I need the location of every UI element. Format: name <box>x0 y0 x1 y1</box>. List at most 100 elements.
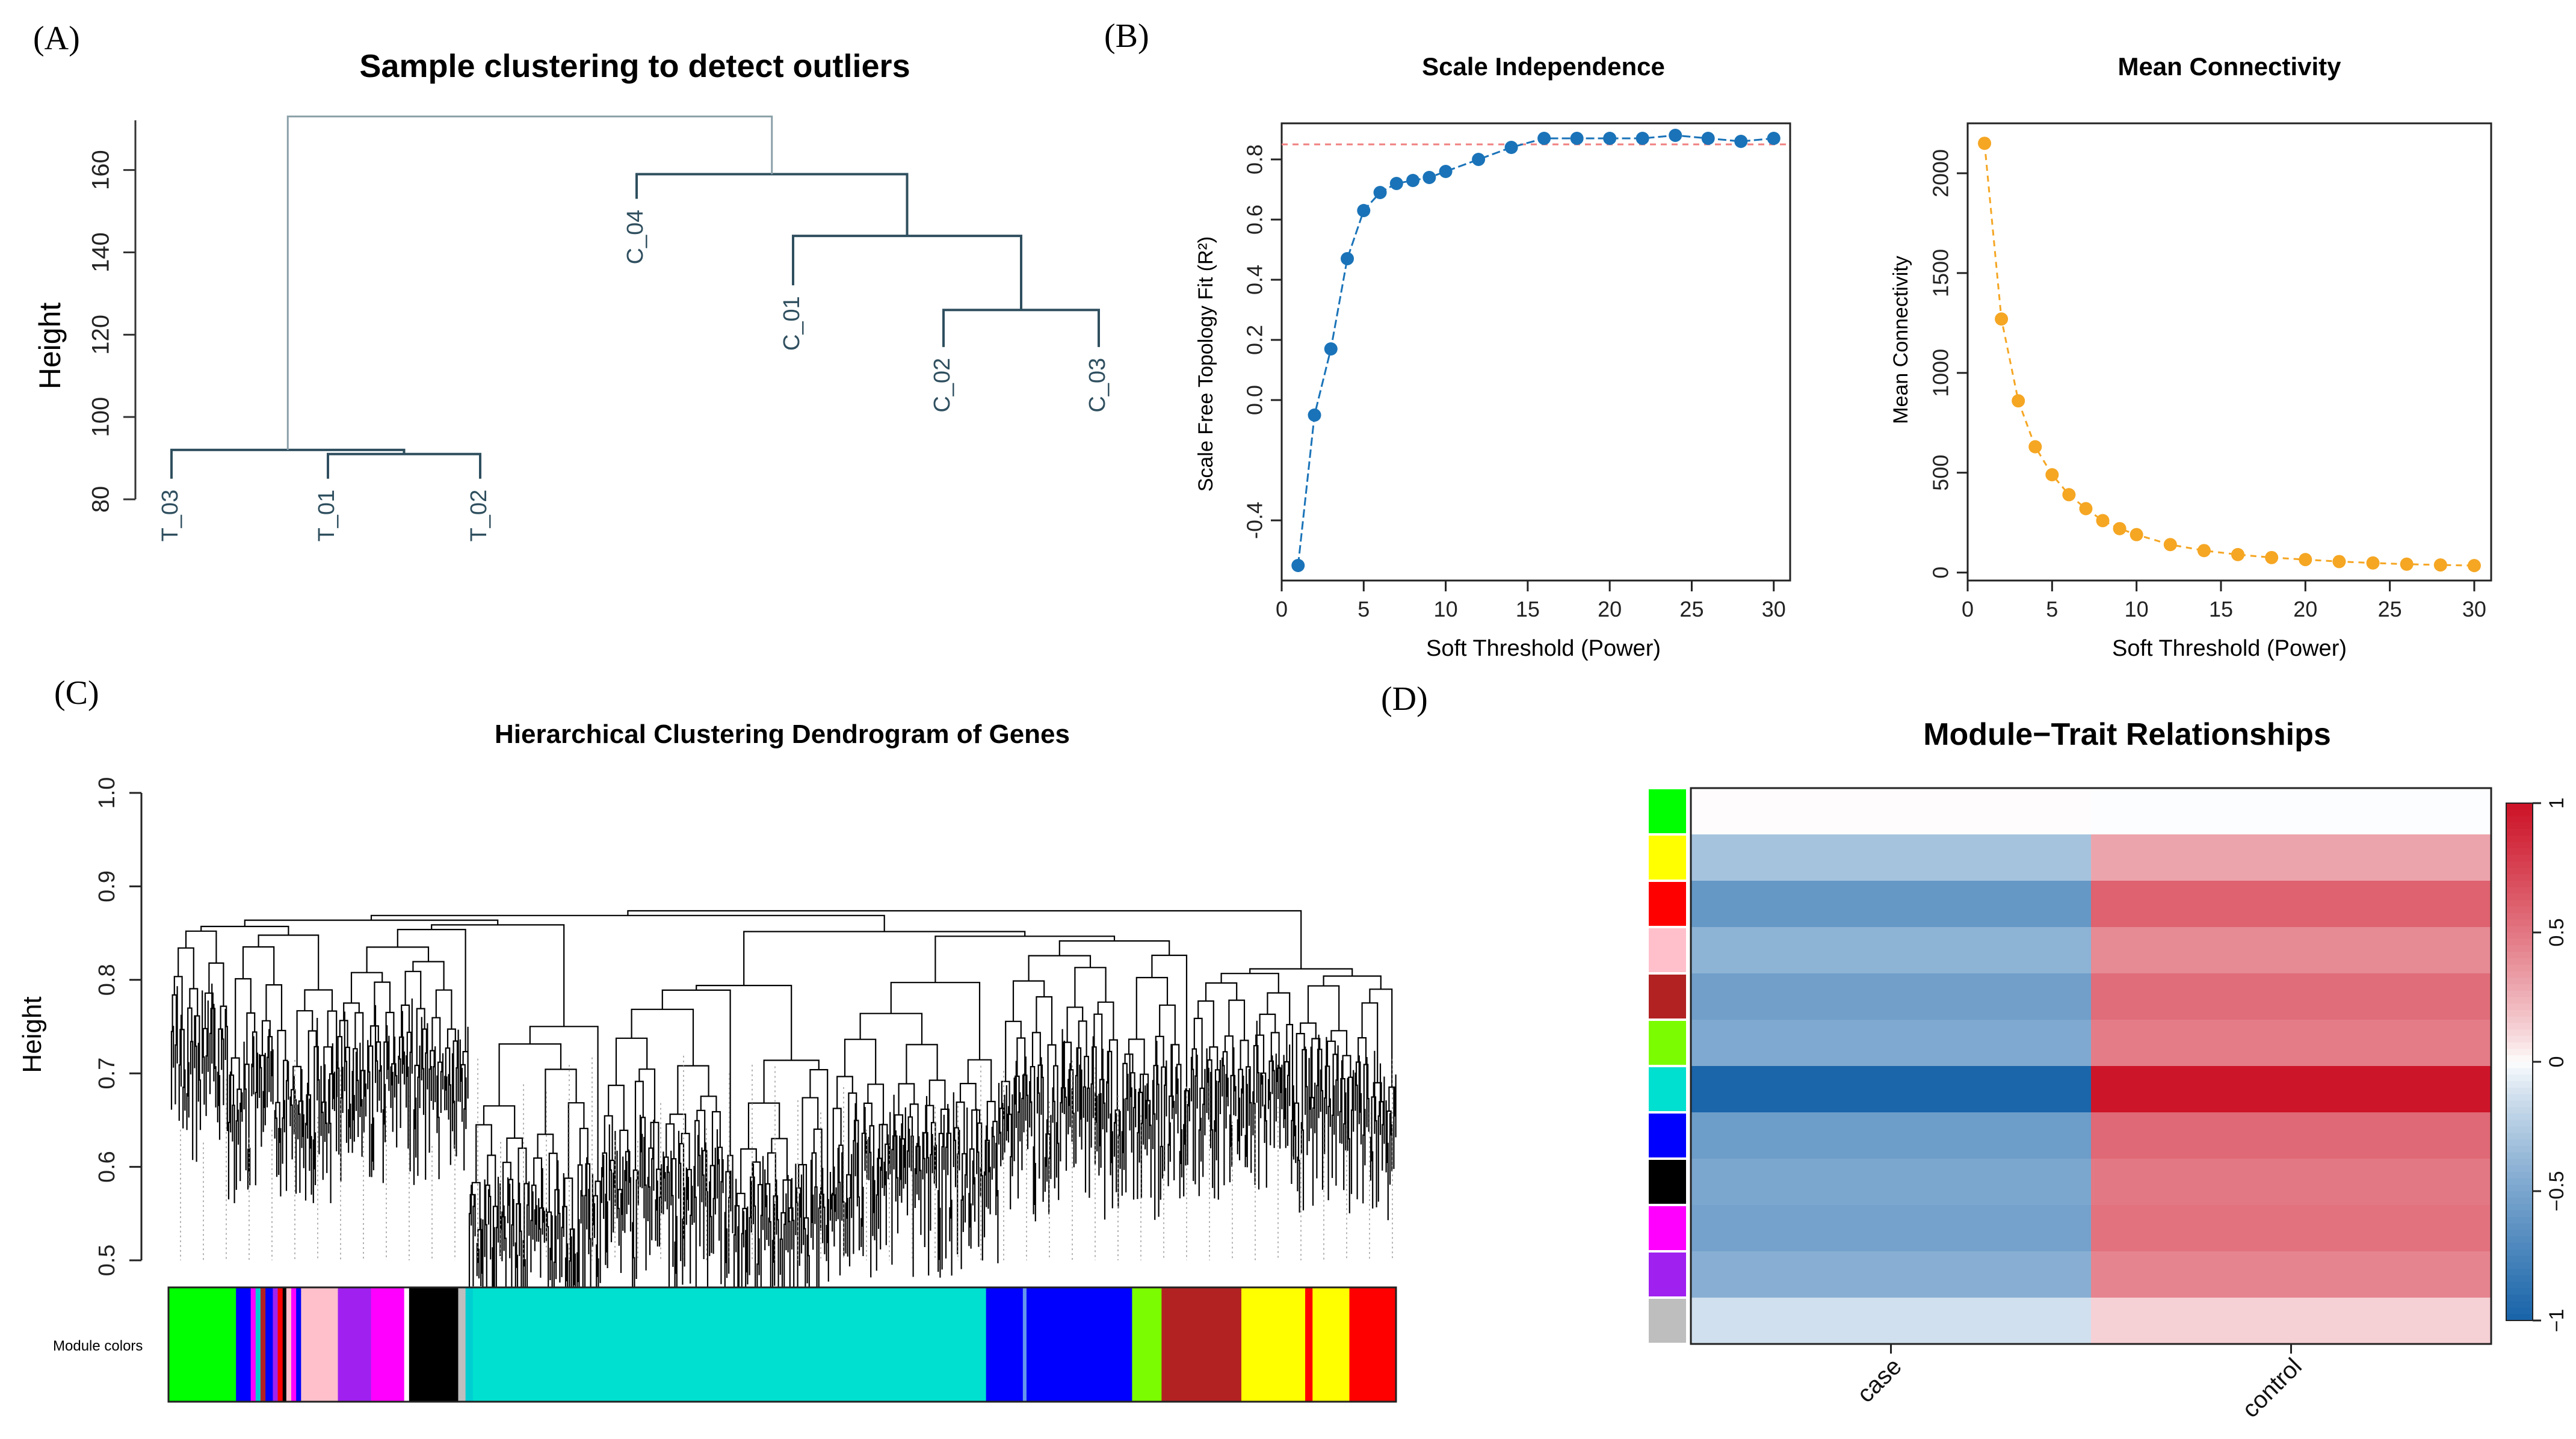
panel-b2-title: Mean Connectivity <box>2117 52 2341 81</box>
panel-d-scale-band <box>2506 1107 2533 1114</box>
panel-d-scale-band <box>2506 1262 2533 1269</box>
panel-d-heatmap-cell <box>2091 834 2491 881</box>
panel-c-module-color-block <box>472 1287 987 1402</box>
panel-b2-point <box>2467 559 2481 573</box>
panel-d-row-color-swatch <box>1649 1206 1686 1250</box>
panel-b1-ytick-label: 0.0 <box>1243 385 1267 415</box>
panel-c-module-color-block <box>286 1287 292 1402</box>
panel-c-title: Hierarchical Clustering Dendrogram of Ge… <box>495 720 1070 749</box>
panel-a-y-axis: 80 100 120 140 160 <box>88 120 137 513</box>
panel-b2-point <box>2130 528 2143 541</box>
panel-b1-ytick-label: 0.6 <box>1243 205 1267 235</box>
panel-a-sample-dendrogram: Sample clustering to detect outliers Hei… <box>33 48 1110 541</box>
panel-b1-point <box>1324 342 1338 356</box>
panel-d-scale-band <box>2506 997 2533 1005</box>
panel-d-scale-band <box>2506 1217 2533 1224</box>
panel-b1-point <box>1472 153 1486 166</box>
panel-b2-plot: 0 5 10 15 20 25 30 0 500 1000 1500 2000 <box>1929 122 2492 621</box>
panel-d-scale-band <box>2506 1145 2533 1153</box>
panel-d-scale-band <box>2506 1288 2533 1295</box>
panel-d-scale-band <box>2506 1029 2533 1037</box>
panel-b1-point <box>1669 129 1682 142</box>
panel-b2-point <box>2062 488 2076 502</box>
panel-c-module-color-block <box>255 1287 261 1402</box>
panel-d-column-label: case <box>1852 1353 1907 1408</box>
panel-d-scale-band <box>2506 990 2533 998</box>
panel-a-leaf-label: C_03 <box>1085 358 1110 413</box>
panel-b2-point <box>1995 312 2009 326</box>
panel-b1-point <box>1308 408 1321 422</box>
panel-a-leaf-label: T_03 <box>158 490 183 542</box>
panel-b1-point <box>1734 135 1748 148</box>
panel-a-merge-c04 <box>635 173 909 236</box>
panel-d-scale-band <box>2506 1139 2533 1147</box>
panel-d-scale-band <box>2506 829 2533 836</box>
panel-a-leaf-label: C_04 <box>623 210 648 265</box>
panel-b2-ytick-label: 1500 <box>1929 249 1953 297</box>
panel-d-heatmap-cell <box>2091 1066 2491 1112</box>
panel-d-heatmap-cell <box>1691 1066 2091 1112</box>
panel-b1-ytick-label: 0.4 <box>1243 265 1267 295</box>
panel-c-module-color-block <box>236 1287 252 1402</box>
panel-c-module-color-block <box>1241 1287 1306 1402</box>
panel-c-ytick-label: 0.6 <box>94 1151 120 1183</box>
panel-d-scale-band <box>2506 835 2533 843</box>
panel-d-row-color-swatch <box>1649 789 1686 833</box>
panel-b2-frame <box>1966 122 2492 582</box>
panel-d-scale-band <box>2506 861 2533 869</box>
panel-c-ytick-label: 0.7 <box>94 1058 120 1089</box>
panel-d-scale-band <box>2506 1281 2533 1289</box>
panel-d-row-color-swatch <box>1649 1299 1686 1343</box>
panel-label-c: (C) <box>54 674 99 712</box>
panel-d-scale-band <box>2506 907 2533 914</box>
panel-b2-xtick-label: 20 <box>2293 597 2317 621</box>
panel-d-scale-tick-label: −1 <box>2545 1309 2568 1333</box>
panel-c-module-colors <box>167 1286 1397 1403</box>
panel-d-scale-band <box>2506 926 2533 933</box>
panel-d-module-trait-heatmap: Module−Trait Relationships case control 1… <box>1649 717 2568 1423</box>
panel-d-scale-band <box>2506 1178 2533 1186</box>
panel-b1-point <box>1635 132 1649 145</box>
panel-d-scale-band <box>2506 919 2533 927</box>
panel-b1-xtick-label: 15 <box>1516 597 1540 621</box>
panel-b2-ytick-label: 1000 <box>1929 349 1953 397</box>
panel-b1-point <box>1603 132 1617 145</box>
panel-b2-xtick-label: 30 <box>2462 597 2486 621</box>
panel-d-heatmap-cell <box>1691 1020 2091 1066</box>
panel-d-heatmap-grid: case control <box>1649 787 2492 1423</box>
panel-d-row-color-swatch <box>1649 882 1686 926</box>
panel-c-module-color-block <box>409 1287 459 1402</box>
panel-d-scale-band <box>2506 1062 2533 1069</box>
panel-b2-point <box>2332 555 2346 569</box>
panel-d-heatmap-cell <box>2091 1298 2491 1344</box>
panel-b2-point <box>1978 137 1992 150</box>
panel-b1-xtick-label: 25 <box>1679 597 1703 621</box>
panel-c-ytick-label: 0.9 <box>94 870 120 902</box>
panel-b2-xtick-label: 25 <box>2378 597 2402 621</box>
panel-d-title: Module−Trait Relationships <box>1923 717 2331 752</box>
panel-b2-ytick-label: 500 <box>1929 455 1953 491</box>
panel-b2-point <box>2433 558 2447 572</box>
panel-b2-xtick-label: 5 <box>2046 597 2058 621</box>
panel-c-colorbar-label: Module colors <box>53 1338 143 1354</box>
panel-d-scale-band <box>2506 881 2533 888</box>
panel-b1-point <box>1341 252 1354 265</box>
panel-d-scale-band <box>2506 1191 2533 1198</box>
panel-c-module-color-block <box>1132 1287 1162 1402</box>
panel-d-heatmap-cell <box>1691 788 2091 834</box>
panel-d-heatmap-cell <box>2091 1159 2491 1205</box>
panel-b2-point <box>2012 394 2025 408</box>
panel-d-scale-band <box>2506 958 2533 966</box>
panel-d-scale-tick-label: −0.5 <box>2545 1171 2568 1211</box>
panel-d-heatmap-cell <box>1691 881 2091 927</box>
panel-b2-point <box>2231 547 2245 561</box>
panel-c-module-color-block <box>291 1287 297 1402</box>
panel-c-module-color-block <box>465 1287 474 1402</box>
panel-d-color-scale: 1 0.5 0 −0.5 −1 <box>2506 798 2568 1333</box>
panel-d-heatmap-frame <box>1690 787 2492 1345</box>
panel-b1-point <box>1767 132 1781 145</box>
panel-b2-point <box>2045 468 2059 482</box>
panel-b1-point <box>1439 165 1453 178</box>
panel-d-scale-band <box>2506 1074 2533 1082</box>
panel-d-scale-band <box>2506 848 2533 855</box>
